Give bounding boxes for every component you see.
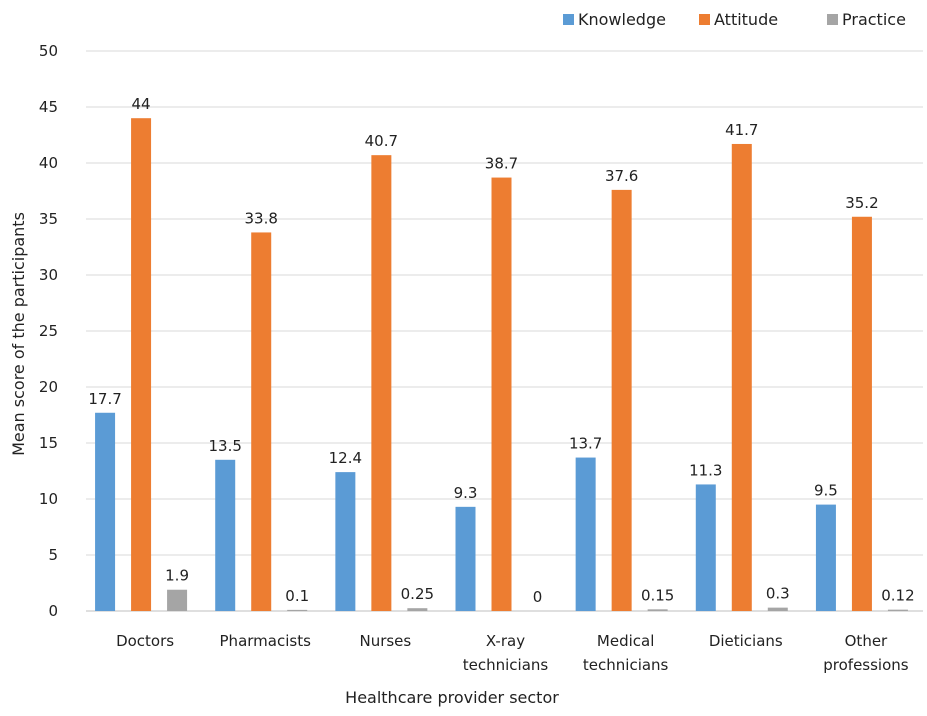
bar-attitude bbox=[371, 155, 392, 611]
x-tick-label: Dieticians bbox=[709, 632, 783, 650]
x-tick-label: Medical bbox=[597, 632, 654, 650]
bar-practice bbox=[287, 609, 308, 611]
bar-attitude bbox=[491, 177, 512, 611]
x-tick-label: Other bbox=[845, 632, 888, 650]
data-label-knowledge: 11.3 bbox=[689, 461, 722, 479]
x-tick-label: professions bbox=[823, 656, 909, 674]
y-tick-label: 50 bbox=[39, 42, 58, 60]
data-label-knowledge: 12.4 bbox=[329, 449, 362, 467]
x-tick-label: X-ray bbox=[486, 632, 525, 650]
x-axis-ticks: Doctors Pharmacists Nurses X-ray technicians… bbox=[116, 632, 909, 674]
bar-practice bbox=[647, 609, 668, 611]
bar-practice bbox=[407, 608, 428, 611]
data-label-attitude: 40.7 bbox=[365, 132, 398, 150]
y-axis-title: Mean score of the participants bbox=[9, 212, 28, 456]
bar-knowledge bbox=[695, 484, 716, 611]
x-axis-title: Healthcare provider sector bbox=[345, 688, 559, 707]
data-label-knowledge: 17.7 bbox=[88, 390, 121, 408]
data-label-attitude: 41.7 bbox=[725, 121, 758, 139]
data-label-practice: 0.15 bbox=[641, 586, 674, 604]
data-label-attitude: 37.6 bbox=[605, 167, 638, 185]
x-tick-label: Pharmacists bbox=[220, 632, 312, 650]
data-label-practice: 0 bbox=[533, 588, 543, 606]
bar-attitude bbox=[611, 189, 632, 611]
bars bbox=[95, 118, 908, 611]
data-label-attitude: 38.7 bbox=[485, 155, 518, 173]
data-label-attitude: 44 bbox=[132, 95, 151, 113]
legend: Knowledge Attitude Practice bbox=[563, 10, 906, 29]
bar-practice bbox=[887, 609, 908, 611]
x-tick-label: technicians bbox=[583, 656, 669, 674]
y-tick-label: 10 bbox=[39, 490, 58, 508]
legend-label-knowledge: Knowledge bbox=[578, 10, 666, 29]
y-tick-label: 30 bbox=[39, 266, 58, 284]
legend-label-practice: Practice bbox=[842, 10, 906, 29]
legend-label-attitude: Attitude bbox=[714, 10, 778, 29]
y-tick-label: 25 bbox=[39, 322, 58, 340]
data-label-knowledge: 13.7 bbox=[569, 435, 602, 453]
bar-attitude bbox=[851, 216, 872, 611]
data-label-attitude: 33.8 bbox=[245, 209, 278, 227]
y-tick-label: 15 bbox=[39, 434, 58, 452]
bar-attitude bbox=[731, 143, 752, 611]
data-label-knowledge: 9.3 bbox=[454, 484, 478, 502]
data-label-knowledge: 9.5 bbox=[814, 482, 838, 500]
data-label-practice: 0.3 bbox=[766, 585, 790, 603]
data-label-practice: 0.1 bbox=[285, 587, 309, 605]
legend-swatch-practice bbox=[827, 14, 838, 25]
data-label-knowledge: 13.5 bbox=[209, 437, 242, 455]
data-label-attitude: 35.2 bbox=[845, 194, 878, 212]
y-tick-label: 5 bbox=[48, 546, 58, 564]
bar-attitude bbox=[251, 232, 272, 611]
bar-knowledge bbox=[575, 457, 596, 611]
data-labels: 17.7 44 1.9 13.5 33.8 0.1 12.4 40.7 0.25 9.3 38.7 0… bbox=[88, 95, 914, 606]
x-tick-label: Doctors bbox=[116, 632, 174, 650]
bar-practice bbox=[167, 589, 188, 611]
legend-swatch-attitude bbox=[699, 14, 710, 25]
bar-practice bbox=[767, 607, 788, 611]
legend-swatch-knowledge bbox=[563, 14, 574, 25]
y-tick-label: 0 bbox=[48, 602, 58, 620]
y-axis-ticks: 0 5 10 15 20 25 30 35 40 45 50 bbox=[39, 42, 58, 620]
bar-knowledge bbox=[815, 504, 836, 611]
x-tick-label: Nurses bbox=[359, 632, 411, 650]
y-tick-label: 45 bbox=[39, 98, 58, 116]
y-tick-label: 40 bbox=[39, 154, 58, 172]
bar-knowledge bbox=[335, 472, 356, 611]
bar-attitude bbox=[131, 118, 152, 611]
x-tick-label: technicians bbox=[463, 656, 549, 674]
bar-knowledge bbox=[455, 506, 476, 611]
bar-knowledge bbox=[215, 459, 236, 611]
y-tick-label: 20 bbox=[39, 378, 58, 396]
data-label-practice: 0.25 bbox=[401, 585, 434, 603]
data-label-practice: 0.12 bbox=[881, 587, 914, 605]
bar-knowledge bbox=[95, 412, 116, 611]
y-tick-label: 35 bbox=[39, 210, 58, 228]
data-label-practice: 1.9 bbox=[165, 567, 189, 585]
